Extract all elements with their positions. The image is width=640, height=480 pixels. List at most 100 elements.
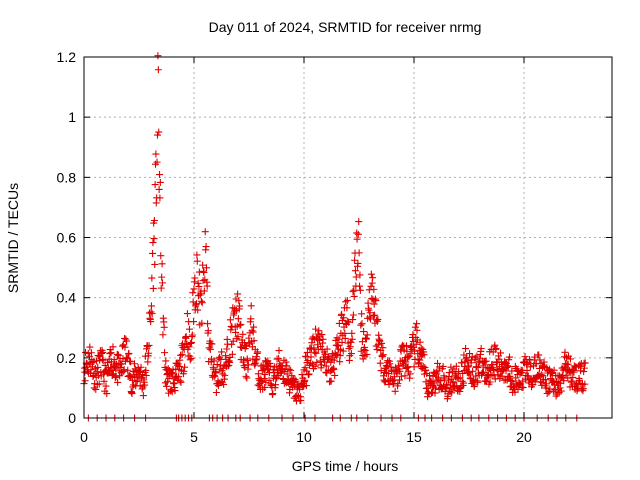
data-point	[213, 361, 221, 369]
data-point	[312, 325, 320, 333]
data-point	[374, 315, 382, 323]
data-point	[394, 380, 402, 388]
data-point	[269, 390, 277, 398]
data-point	[417, 344, 425, 352]
data-point	[463, 357, 471, 365]
data-point	[354, 259, 362, 267]
data-point	[177, 378, 185, 386]
data-point	[477, 344, 485, 352]
data-point	[147, 302, 155, 310]
data-point	[464, 363, 472, 371]
data-point	[147, 308, 155, 316]
data-point	[171, 387, 179, 395]
data-point	[240, 362, 248, 370]
data-point	[285, 365, 293, 373]
data-point	[240, 356, 248, 364]
data-point	[356, 271, 364, 279]
data-point	[439, 362, 447, 370]
data-point	[137, 363, 145, 371]
data-point	[159, 331, 167, 339]
data-point	[181, 363, 189, 371]
data-point	[92, 385, 100, 393]
data-point	[358, 320, 366, 328]
data-point	[542, 376, 550, 384]
data-point	[118, 360, 126, 368]
data-point	[542, 380, 550, 388]
data-point	[374, 341, 382, 349]
data-point	[470, 376, 478, 384]
axis-ticks: 0 5 10 15 20 0 0.2 0.4 0.6 0.8 1 1.2	[57, 49, 612, 445]
data-point	[254, 348, 262, 356]
data-point	[489, 361, 497, 369]
data-point	[141, 381, 149, 389]
data-point	[232, 328, 240, 336]
data-point	[316, 357, 324, 365]
data-point	[406, 370, 414, 378]
data-point	[81, 377, 89, 385]
data-point	[312, 349, 320, 357]
data-point	[358, 310, 366, 318]
data-point	[317, 343, 325, 351]
data-point	[272, 381, 280, 389]
data-point	[433, 370, 441, 378]
data-point	[190, 318, 198, 326]
data-point	[378, 352, 386, 360]
data-point	[391, 387, 399, 395]
data-point	[104, 359, 112, 367]
y-tick-label: 1	[68, 109, 76, 125]
data-point	[403, 363, 411, 371]
data-point	[221, 371, 229, 379]
data-point	[311, 362, 319, 370]
data-point	[206, 345, 214, 353]
data-point	[272, 363, 280, 371]
data-point	[239, 330, 247, 338]
data-point	[180, 367, 188, 375]
data-point	[234, 333, 242, 341]
data-point	[431, 384, 439, 392]
data-point	[150, 235, 158, 243]
data-point	[503, 363, 511, 371]
data-point	[348, 329, 356, 337]
data-point	[149, 284, 157, 292]
data-point	[163, 378, 171, 386]
data-point	[350, 292, 358, 300]
data-point	[292, 377, 300, 385]
data-point	[260, 375, 268, 383]
data-point	[201, 228, 209, 236]
y-tick-label: 0.4	[57, 290, 77, 306]
data-point	[580, 364, 588, 372]
data-point	[229, 337, 237, 345]
data-point	[348, 335, 356, 343]
data-point	[185, 343, 193, 351]
data-point	[156, 171, 164, 179]
data-point	[200, 287, 208, 295]
data-point	[160, 323, 168, 331]
data-point	[112, 373, 120, 381]
data-point	[87, 349, 95, 357]
data-point	[416, 338, 424, 346]
data-point	[145, 341, 153, 349]
data-point	[186, 356, 194, 364]
y-tick-label: 0.6	[57, 230, 77, 246]
data-point	[355, 218, 363, 226]
data-point	[194, 279, 202, 287]
data-point	[535, 351, 543, 359]
data-point	[434, 367, 442, 375]
data-point	[152, 150, 160, 158]
data-point	[242, 341, 250, 349]
data-point	[327, 377, 335, 385]
data-point	[564, 360, 572, 368]
data-point	[149, 249, 157, 257]
data-point	[419, 362, 427, 370]
data-point	[158, 273, 166, 281]
data-point	[156, 178, 164, 186]
data-point	[87, 366, 95, 374]
data-point	[349, 288, 357, 296]
data-point	[203, 282, 211, 290]
data-point	[153, 131, 161, 139]
data-point	[188, 331, 196, 339]
data-point	[349, 316, 357, 324]
data-point	[266, 362, 274, 370]
data-point	[157, 284, 165, 292]
data-point	[482, 357, 490, 365]
